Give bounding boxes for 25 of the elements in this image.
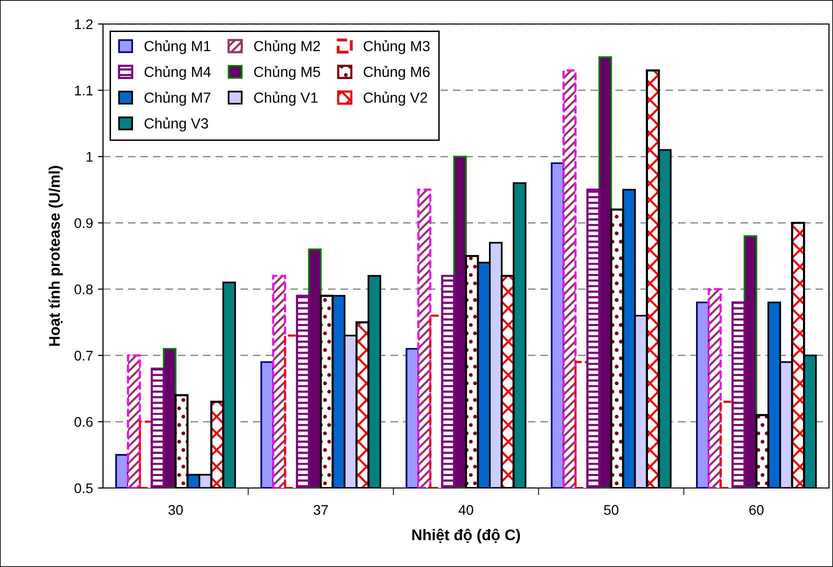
y-tick-label: 1.2	[75, 19, 93, 30]
y-tick-label: 0.6	[74, 417, 93, 427]
x-tick-label: 60	[749, 505, 764, 515]
legend-label: Chủng M2	[254, 40, 320, 54]
y-tick-label: 0.9	[74, 218, 93, 228]
legend-label: Chủng V3	[144, 117, 208, 132]
y-tick-label: 1	[86, 152, 93, 162]
x-axis-title: Nhiệt độ (độ C)	[412, 528, 520, 544]
legend-label: Chủng M5	[254, 66, 320, 80]
x-tick-label: 50	[604, 505, 618, 515]
x-tick-label: 30	[168, 505, 183, 515]
y-tick-label: 0.5	[74, 483, 93, 494]
legend-label: Chủng V2	[364, 92, 428, 106]
legend-label: Chủng M4	[144, 66, 211, 80]
x-tick-label: 37	[314, 505, 328, 515]
y-tick-label: 1.1	[75, 86, 93, 96]
y-tick-label: 0.7	[74, 350, 93, 361]
legend-label: Chủng M1	[144, 40, 210, 54]
legend-label: Chủng V1	[254, 92, 318, 106]
legend-label: Chủng M7	[144, 92, 210, 106]
y-axis-title: Hoạt tính protease (U/ml)	[48, 166, 63, 346]
y-tick-label: 0.8	[74, 284, 93, 294]
x-tick-label: 40	[458, 505, 474, 515]
legend-label: Chủng M6	[364, 66, 430, 80]
legend-label: Chủng M3	[364, 40, 430, 54]
